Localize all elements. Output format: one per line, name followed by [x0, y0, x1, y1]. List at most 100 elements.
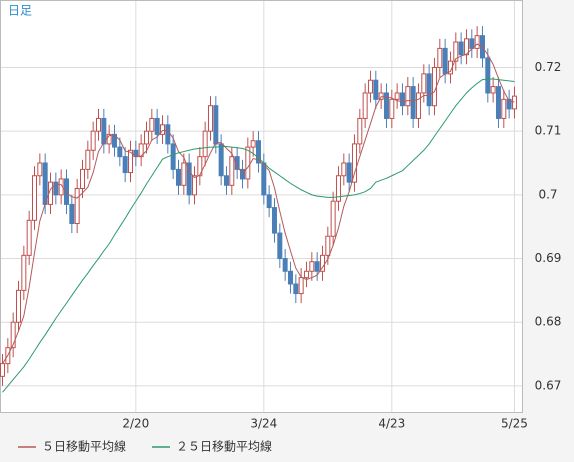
candle-body	[229, 156, 235, 186]
candle-body	[245, 146, 251, 180]
candle-body	[271, 207, 277, 234]
candle-body	[314, 261, 320, 272]
candle-body	[255, 140, 261, 164]
x-tick-label: 5/25	[501, 417, 528, 431]
candle-body	[165, 124, 171, 145]
candle-body	[154, 117, 160, 135]
candle-body	[490, 86, 496, 94]
x-tick-label: 3/24	[250, 417, 277, 431]
candle-body	[469, 38, 475, 49]
candle-body	[437, 47, 443, 68]
candle-body	[218, 143, 224, 177]
y-tick-label: 0.68	[535, 315, 562, 329]
candle-body	[186, 162, 192, 196]
candle-body	[101, 117, 107, 145]
candle-body	[330, 200, 336, 237]
candle-body	[111, 133, 117, 148]
candle-body	[63, 178, 69, 205]
candle-body	[485, 57, 491, 94]
candle-body	[378, 92, 384, 100]
candle-body	[42, 162, 48, 205]
y-tick-label: 0.72	[535, 60, 562, 74]
x-tick-label: 4/23	[378, 417, 405, 431]
candle-body	[474, 35, 480, 49]
moving-average-line	[2, 43, 515, 364]
chart-label: 日足	[8, 4, 32, 18]
candle-body	[234, 156, 240, 170]
candle-body	[335, 175, 341, 202]
candle-body	[463, 38, 469, 56]
candle-body	[287, 270, 293, 285]
candle-body	[341, 162, 347, 177]
candle-body	[181, 162, 187, 186]
candle-body	[389, 98, 395, 119]
candle-body	[415, 92, 421, 119]
candle-body	[453, 41, 459, 62]
candle-body	[95, 117, 101, 132]
y-tick-label: 0.67	[535, 378, 562, 392]
candle-body	[351, 143, 357, 183]
candle-body	[223, 175, 229, 186]
candle-body	[250, 140, 256, 148]
candle-body	[346, 162, 352, 183]
candle-body	[191, 175, 197, 196]
candle-body	[0, 363, 5, 377]
candle-body	[197, 156, 203, 177]
candle-body	[159, 124, 165, 135]
candle-body	[383, 92, 389, 119]
candle-body	[26, 219, 32, 256]
candle-body	[21, 254, 27, 291]
candle-body	[399, 92, 405, 107]
candle-body	[143, 130, 149, 145]
candle-body	[79, 168, 85, 189]
candle-body	[421, 73, 427, 94]
candle-body	[495, 86, 501, 119]
y-tick-label: 0.71	[535, 124, 562, 138]
candle-body	[405, 86, 411, 107]
candle-body	[303, 270, 309, 279]
candle-body	[282, 258, 288, 272]
candle-body	[239, 168, 245, 180]
candle-body	[373, 79, 379, 100]
legend-label: ２５日移動平均線	[176, 439, 272, 454]
candle-body	[367, 79, 373, 94]
candle-body	[127, 149, 133, 174]
candle-body	[431, 66, 437, 107]
candle-body	[15, 289, 21, 323]
candle-body	[325, 235, 331, 256]
candle-body	[266, 194, 272, 209]
candle-body	[207, 105, 213, 132]
candle-body	[117, 146, 123, 158]
candle-body	[122, 156, 128, 174]
candle-body	[74, 187, 80, 225]
candle-body	[175, 168, 181, 186]
candle-body	[298, 277, 304, 295]
candle-body	[10, 321, 16, 349]
candle-body	[293, 283, 299, 295]
candle-body	[319, 254, 325, 272]
candle-body	[501, 98, 507, 119]
plot	[0, 26, 517, 393]
candle-body	[426, 73, 432, 107]
candle-body	[170, 143, 176, 170]
candle-body	[506, 98, 512, 110]
candle-body	[442, 47, 448, 75]
candle-body	[261, 162, 267, 196]
candle-body	[309, 261, 315, 272]
candle-body	[85, 149, 91, 170]
candle-body	[53, 181, 59, 196]
candle-body	[394, 92, 400, 100]
candle-body	[90, 130, 96, 151]
candle-body	[37, 162, 43, 177]
candle-body	[138, 143, 144, 158]
candle-body	[410, 86, 416, 119]
candle-body	[213, 105, 219, 145]
candle-body	[31, 175, 37, 221]
candle-body	[149, 117, 155, 132]
candle-body	[458, 41, 464, 56]
y-tick-label: 0.7	[538, 187, 557, 201]
x-tick-label: 2/20	[122, 417, 149, 431]
y-tick-label: 0.69	[535, 251, 562, 265]
